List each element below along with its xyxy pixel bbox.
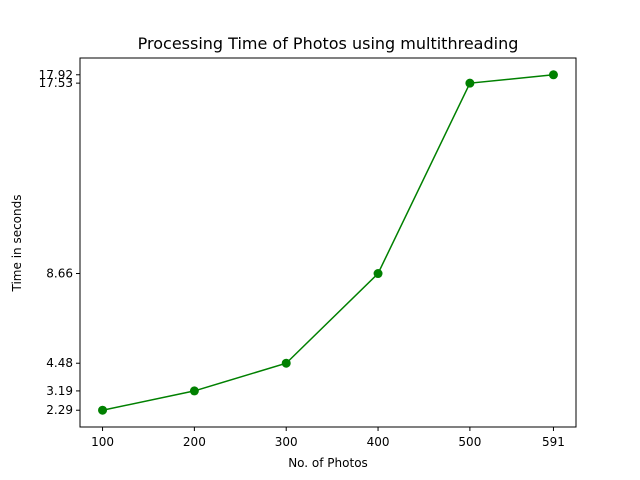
y-tick-label: 17.92	[39, 68, 73, 82]
y-tick-label: 4.48	[46, 356, 73, 370]
x-tick-label: 500	[458, 435, 481, 449]
y-tick-label: 3.19	[46, 384, 73, 398]
data-point	[465, 79, 474, 88]
x-tick-label: 300	[275, 435, 298, 449]
y-tick-label: 2.29	[46, 403, 73, 417]
chart-title: Processing Time of Photos using multithr…	[138, 34, 519, 53]
y-tick-label: 8.66	[46, 267, 73, 281]
y-axis-label: Time in seconds	[10, 195, 24, 293]
x-tick-label: 100	[91, 435, 114, 449]
x-tick-label: 200	[183, 435, 206, 449]
x-tick-label: 591	[542, 435, 565, 449]
data-point	[98, 406, 107, 415]
data-point	[190, 386, 199, 395]
data-point	[549, 70, 558, 79]
x-tick-label: 400	[367, 435, 390, 449]
data-point	[374, 269, 383, 278]
data-point	[282, 359, 291, 368]
x-axis-label: No. of Photos	[288, 456, 368, 470]
